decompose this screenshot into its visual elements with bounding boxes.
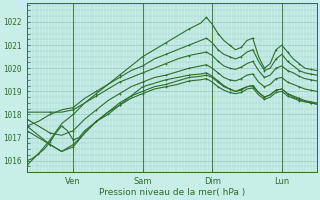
X-axis label: Pression niveau de la mer( hPa ): Pression niveau de la mer( hPa )	[99, 188, 245, 197]
